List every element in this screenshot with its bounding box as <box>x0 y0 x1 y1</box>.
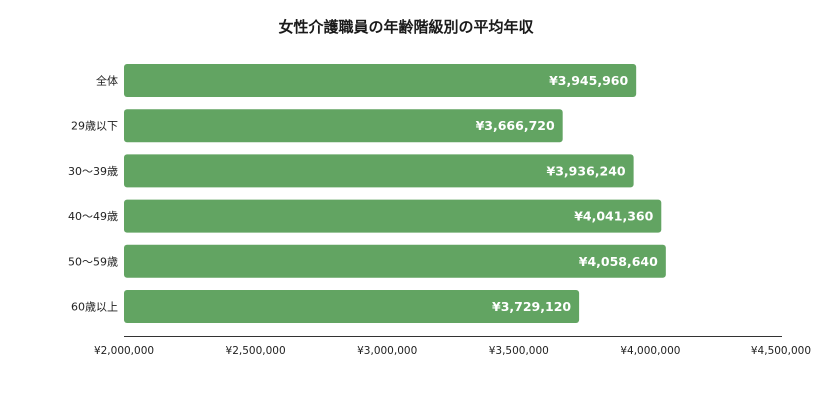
bar-value-label-0: ¥3,945,960 <box>549 73 628 88</box>
x-tick-label-4: ¥4,000,000 <box>620 345 680 357</box>
bar-4 <box>124 244 666 278</box>
bar-2 <box>124 154 634 188</box>
category-label-1: 29歳以下 <box>71 120 118 133</box>
category-label-3: 40〜49歳 <box>68 210 118 223</box>
x-tick-label-3: ¥3,500,000 <box>489 345 549 357</box>
bar-value-label-1: ¥3,666,720 <box>476 118 555 133</box>
bar-value-label-4: ¥4,058,640 <box>579 254 658 269</box>
bar-value-label-5: ¥3,729,120 <box>492 299 571 314</box>
bar-0 <box>124 64 637 97</box>
bar-value-label-3: ¥4,041,360 <box>574 209 653 224</box>
bar-value-label-2: ¥3,936,240 <box>547 163 626 178</box>
category-label-0: 全体 <box>96 74 118 88</box>
bars-group: ¥3,945,960 ¥3,666,720 ¥3,936,240 ¥4,041,360… <box>124 64 666 323</box>
chart-title: 女性介護職員の年齢階級別の平均年収 <box>278 18 534 36</box>
bar-1 <box>124 109 563 143</box>
bar-3 <box>124 199 662 233</box>
x-tick-labels-group: ¥2,000,000 ¥2,500,000 ¥3,000,000 ¥3,500,000… <box>94 345 811 357</box>
category-label-2: 30〜39歳 <box>68 165 118 178</box>
x-tick-label-1: ¥2,500,000 <box>226 345 286 357</box>
category-label-5: 60歳以上 <box>71 301 118 314</box>
category-labels-group: 全体 29歳以下 30〜39歳 40〜49歳 50〜59歳 60歳以上 <box>68 74 118 314</box>
x-tick-label-2: ¥3,000,000 <box>357 345 417 357</box>
x-tick-label-5: ¥4,500,000 <box>751 345 811 357</box>
category-label-4: 50〜59歳 <box>68 255 118 268</box>
bar-5 <box>124 290 580 323</box>
x-tick-label-0: ¥2,000,000 <box>94 345 154 357</box>
